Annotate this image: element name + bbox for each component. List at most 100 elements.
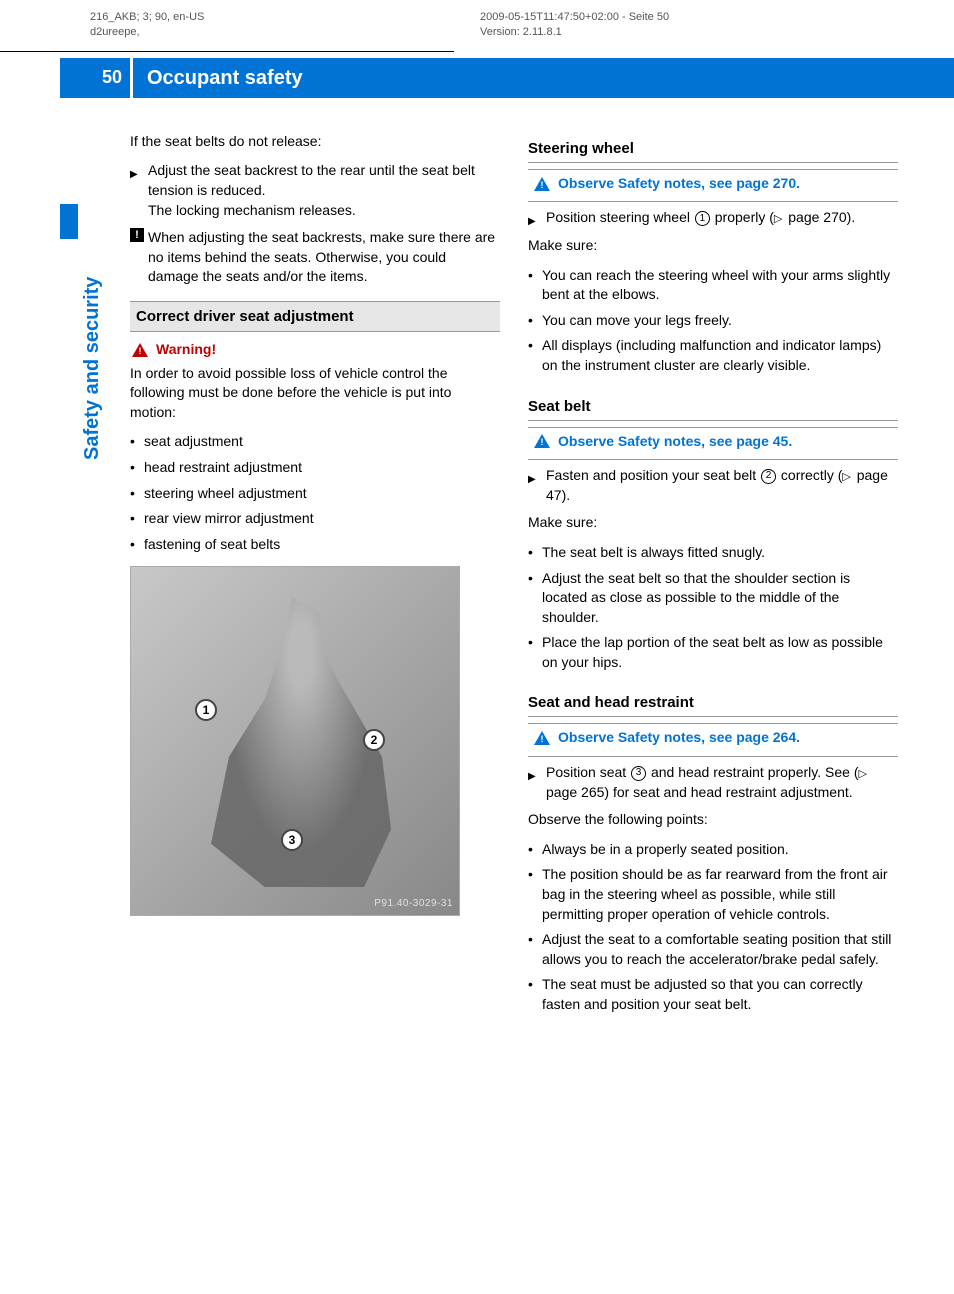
page-ref-icon (774, 209, 784, 225)
list-item: The seat belt is always fitted snugly. (528, 543, 898, 563)
bullet-icon (528, 543, 542, 563)
list-item: seat adjustment (130, 432, 500, 452)
meta-right: 2009-05-15T11:47:50+02:00 - Seite 50 Ver… (480, 10, 669, 41)
callout-ref: 3 (631, 766, 646, 781)
bullet-icon (528, 266, 542, 305)
procedure-item: Fasten and position your seat belt 2 cor… (528, 466, 898, 505)
callout-2: 2 (363, 729, 385, 751)
doc-id-2: d2ureepe, (90, 25, 480, 40)
top-rule (0, 51, 454, 52)
procedure-text: Position seat 3 and head restraint prope… (546, 763, 898, 802)
t: and head restraint properly. See ( (647, 764, 858, 780)
side-tab (60, 204, 78, 239)
callout-ref: 2 (761, 469, 776, 484)
list-item: Place the lap portion of the seat belt a… (528, 633, 898, 672)
procedure-item: Position seat 3 and head restraint prope… (528, 763, 898, 802)
warning-icon (534, 177, 550, 191)
bullet-text: Place the lap portion of the seat belt a… (542, 633, 898, 672)
note-item: ! When adjusting the seat backrests, mak… (130, 228, 500, 287)
illustration-code: P91.40-3029-31 (374, 897, 453, 911)
warning-label: Warning! (156, 340, 216, 360)
warning-icon (132, 343, 148, 357)
sub-heading: Seat and head restraint (528, 692, 898, 717)
sub-heading: Steering wheel (528, 138, 898, 163)
bullet-icon (528, 633, 542, 672)
section-title: Occupant safety (130, 58, 954, 98)
t: Position steering wheel (546, 209, 694, 225)
list-item: Adjust the seat belt so that the shoulde… (528, 569, 898, 628)
safety-row: Observe Safety notes, see page 45. (532, 432, 894, 452)
list-item: head restraint adjustment (130, 458, 500, 478)
list-item: You can reach the steering wheel with yo… (528, 266, 898, 305)
warning-icon (534, 731, 550, 745)
procedure-text: Adjust the seat backrest to the rear unt… (148, 161, 500, 220)
meta-left: 216_AKB; 3; 90, en-US d2ureepe, (90, 10, 480, 41)
safety-text: Observe Safety notes, see page 264. (558, 728, 800, 748)
callout-1: 1 (195, 699, 217, 721)
list-item: The position should be as far rearward f… (528, 865, 898, 924)
bullet-text: Adjust the seat belt so that the shoulde… (542, 569, 898, 628)
page-number: 50 (60, 58, 130, 98)
list-item: rear view mirror adjustment (130, 509, 500, 529)
bullet-icon (528, 975, 542, 1014)
bullet-icon (528, 569, 542, 628)
warning-header: Warning! (130, 340, 500, 360)
bullet-icon (130, 535, 144, 555)
section-heading: Correct driver seat adjustment (130, 301, 500, 332)
list-item: The seat must be adjusted so that you ca… (528, 975, 898, 1014)
observe-text: Observe the following points: (528, 810, 898, 830)
bullet-text: The position should be as far rearward f… (542, 865, 898, 924)
safety-row: Observe Safety notes, see page 270. (532, 174, 894, 194)
section-header: 50 Occupant safety (60, 58, 954, 98)
bullet-text: steering wheel adjustment (144, 484, 500, 504)
make-sure: Make sure: (528, 236, 898, 256)
bullet-list: Always be in a properly seated position.… (528, 840, 898, 1015)
bullet-icon (528, 865, 542, 924)
illustration: 1 2 3 P91.40-3029-31 (130, 566, 460, 916)
safety-row: Observe Safety notes, see page 264. (532, 728, 894, 748)
bullet-icon (528, 336, 542, 375)
procedure-text: Position steering wheel 1 properly ( pag… (546, 208, 898, 228)
safety-text: Observe Safety notes, see page 45. (558, 432, 792, 452)
bullet-list: seat adjustment head restraint adjustmen… (130, 432, 500, 554)
bullet-text: The seat belt is always fitted snugly. (542, 543, 898, 563)
list-item: Always be in a properly seated position. (528, 840, 898, 860)
procedure-item: Adjust the seat backrest to the rear unt… (130, 161, 500, 220)
note-text: When adjusting the seat backrests, make … (148, 228, 500, 287)
bullet-text: rear view mirror adjustment (144, 509, 500, 529)
triangle-icon (528, 208, 546, 228)
proc-line: Adjust the seat backrest to the rear unt… (148, 162, 475, 198)
bullet-text: Always be in a properly seated position. (542, 840, 898, 860)
triangle-icon (528, 763, 546, 802)
doc-id-1: 216_AKB; 3; 90, en-US (90, 10, 480, 25)
sub-heading: Seat belt (528, 396, 898, 421)
meta-header: 216_AKB; 3; 90, en-US d2ureepe, 2009-05-… (0, 0, 954, 51)
bullet-icon (528, 311, 542, 331)
procedure-item: Position steering wheel 1 properly ( pag… (528, 208, 898, 228)
safety-note-box: Observe Safety notes, see page 45. (528, 427, 898, 461)
t: properly ( (711, 209, 774, 225)
safety-note-box: Observe Safety notes, see page 264. (528, 723, 898, 757)
page-ref-icon (842, 467, 852, 483)
warning-text: In order to avoid possible loss of vehic… (130, 364, 500, 423)
bullet-text: head restraint adjustment (144, 458, 500, 478)
bullet-text: You can reach the steering wheel with yo… (542, 266, 898, 305)
warning-icon (534, 434, 550, 448)
procedure-text: Fasten and position your seat belt 2 cor… (546, 466, 898, 505)
list-item: You can move your legs freely. (528, 311, 898, 331)
content: If the seat belts do not release: Adjust… (0, 98, 954, 1025)
right-column: Steering wheel Observe Safety notes, see… (528, 132, 898, 1025)
bullet-text: Adjust the seat to a comfortable seating… (542, 930, 898, 969)
bullet-list: You can reach the steering wheel with yo… (528, 266, 898, 376)
triangle-icon (130, 161, 148, 220)
page-ref-icon (858, 764, 868, 780)
intro-text: If the seat belts do not release: (130, 132, 500, 152)
list-item: All displays (including malfunction and … (528, 336, 898, 375)
doc-timestamp: 2009-05-15T11:47:50+02:00 - Seite 50 (480, 10, 669, 25)
side-label: Safety and security (78, 277, 106, 460)
page: 216_AKB; 3; 90, en-US d2ureepe, 2009-05-… (0, 0, 954, 1294)
bullet-text: fastening of seat belts (144, 535, 500, 555)
list-item: steering wheel adjustment (130, 484, 500, 504)
t: Position seat (546, 764, 630, 780)
bullet-icon (130, 432, 144, 452)
